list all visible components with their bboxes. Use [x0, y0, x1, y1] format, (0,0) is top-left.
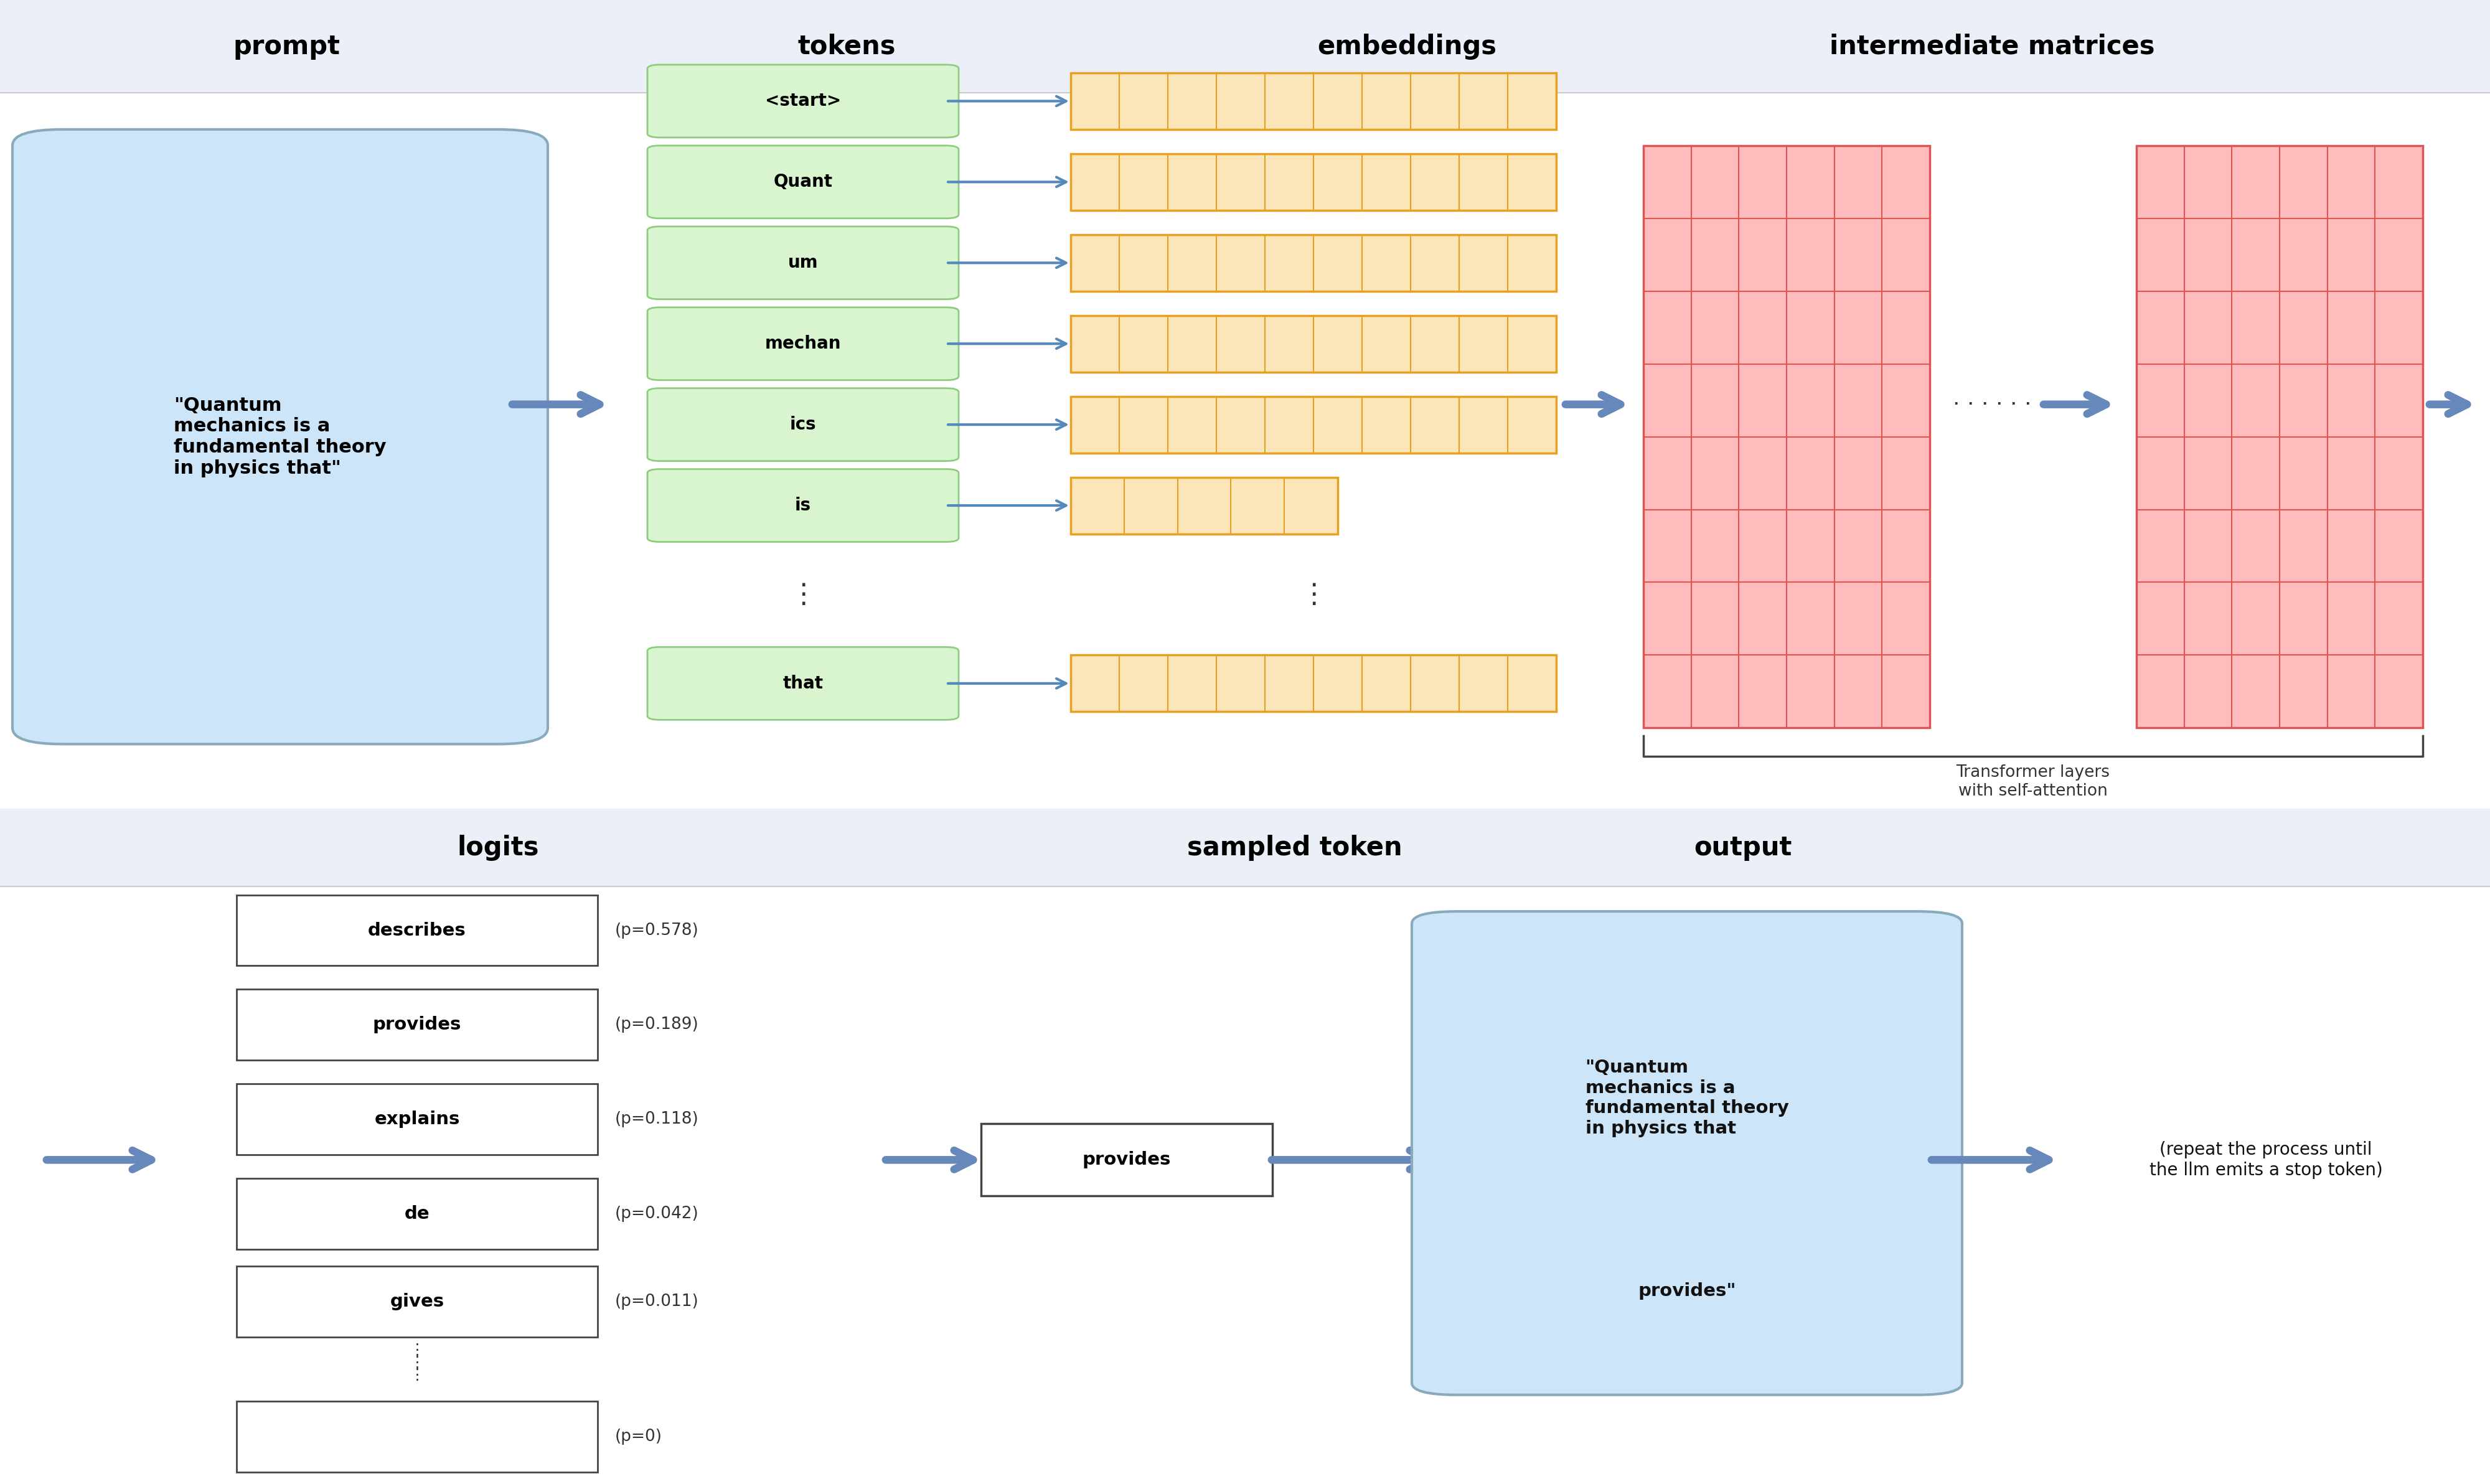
- Text: de: de: [403, 1205, 431, 1223]
- FancyBboxPatch shape: [237, 1178, 598, 1250]
- Text: output: output: [1693, 834, 1793, 861]
- Text: embeddings: embeddings: [1317, 34, 1496, 59]
- Text: · · · · · ·: · · · · · ·: [1952, 393, 2032, 416]
- Text: Quant: Quant: [774, 174, 832, 190]
- FancyBboxPatch shape: [1071, 654, 1556, 712]
- Text: ⋮: ⋮: [1300, 582, 1327, 608]
- FancyBboxPatch shape: [647, 647, 959, 720]
- Text: provides": provides": [1638, 1282, 1736, 1300]
- FancyBboxPatch shape: [647, 227, 959, 300]
- Text: (p=0.578): (p=0.578): [615, 922, 700, 938]
- Text: is: is: [794, 497, 812, 513]
- FancyBboxPatch shape: [1071, 396, 1556, 453]
- FancyBboxPatch shape: [0, 0, 2490, 93]
- Text: mechan: mechan: [764, 335, 842, 352]
- Text: (p=0.189): (p=0.189): [615, 1017, 700, 1033]
- FancyBboxPatch shape: [1071, 316, 1556, 372]
- FancyBboxPatch shape: [647, 65, 959, 138]
- FancyBboxPatch shape: [1071, 478, 1337, 534]
- FancyBboxPatch shape: [1071, 154, 1556, 211]
- Text: tokens: tokens: [797, 34, 896, 59]
- Text: provides: provides: [374, 1017, 461, 1033]
- FancyBboxPatch shape: [1412, 911, 1962, 1395]
- FancyBboxPatch shape: [1643, 145, 1930, 727]
- Text: prompt: prompt: [234, 34, 339, 59]
- Text: "Quantum
mechanics is a
fundamental theory
in physics that": "Quantum mechanics is a fundamental theo…: [174, 396, 386, 478]
- FancyBboxPatch shape: [1071, 73, 1556, 129]
- Text: provides: provides: [1083, 1152, 1170, 1168]
- FancyBboxPatch shape: [0, 93, 2490, 809]
- FancyBboxPatch shape: [647, 145, 959, 218]
- FancyBboxPatch shape: [237, 1401, 598, 1472]
- FancyBboxPatch shape: [0, 886, 2490, 1484]
- Text: <start>: <start>: [764, 92, 842, 110]
- FancyBboxPatch shape: [0, 809, 2490, 886]
- Text: (p=0.042): (p=0.042): [615, 1206, 700, 1221]
- Text: (p=0): (p=0): [615, 1429, 662, 1445]
- Text: ⋮
⋮
⋮: ⋮ ⋮ ⋮: [408, 1343, 426, 1383]
- FancyBboxPatch shape: [1071, 234, 1556, 291]
- FancyBboxPatch shape: [12, 129, 548, 743]
- Text: intermediate matrices: intermediate matrices: [1830, 34, 2154, 59]
- Text: gives: gives: [391, 1293, 443, 1310]
- FancyBboxPatch shape: [237, 895, 598, 966]
- Text: um: um: [787, 254, 819, 272]
- FancyBboxPatch shape: [237, 990, 598, 1060]
- Text: logits: logits: [458, 834, 538, 861]
- FancyBboxPatch shape: [2136, 145, 2423, 727]
- Text: (p=0.011): (p=0.011): [615, 1294, 700, 1310]
- FancyBboxPatch shape: [237, 1083, 598, 1155]
- FancyBboxPatch shape: [237, 1266, 598, 1337]
- FancyBboxPatch shape: [981, 1123, 1272, 1196]
- Text: that: that: [782, 675, 824, 692]
- Text: Transformer layers
with self-attention: Transformer layers with self-attention: [1957, 764, 2109, 800]
- Text: ⋮: ⋮: [789, 582, 817, 608]
- Text: ics: ics: [789, 416, 817, 433]
- Text: explains: explains: [374, 1110, 461, 1128]
- Text: (p=0.118): (p=0.118): [615, 1112, 700, 1128]
- Text: (repeat the process until
the llm emits a stop token): (repeat the process until the llm emits …: [2149, 1141, 2383, 1178]
- FancyBboxPatch shape: [647, 469, 959, 542]
- FancyBboxPatch shape: [647, 389, 959, 462]
- Text: describes: describes: [369, 922, 466, 939]
- Text: "Quantum
mechanics is a
fundamental theory
in physics that: "Quantum mechanics is a fundamental theo…: [1586, 1060, 1788, 1137]
- FancyBboxPatch shape: [647, 307, 959, 380]
- Text: sampled token: sampled token: [1188, 834, 1402, 861]
